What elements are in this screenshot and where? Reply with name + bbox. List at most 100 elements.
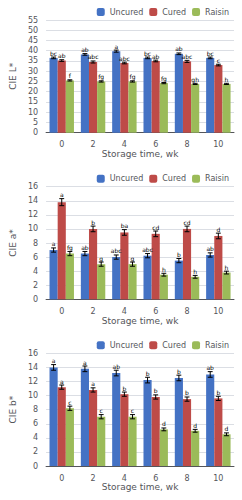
svg-text:ab: ab [81, 46, 89, 53]
svg-text:4: 4 [33, 267, 38, 276]
svg-text:Raisin: Raisin [205, 174, 229, 183]
svg-text:4: 4 [122, 140, 127, 149]
svg-text:4: 4 [122, 307, 127, 316]
svg-text:6: 6 [153, 140, 158, 149]
svg-text:CIE b*: CIE b* [8, 395, 18, 423]
svg-text:0: 0 [59, 307, 64, 316]
svg-text:b: b [122, 385, 126, 392]
svg-text:30: 30 [28, 67, 38, 76]
svg-text:Raisin: Raisin [205, 341, 229, 350]
svg-text:fg: fg [67, 244, 73, 252]
svg-text:b: b [91, 219, 95, 226]
svg-text:Storage time, wk: Storage time, wk [102, 316, 179, 326]
svg-text:45: 45 [28, 36, 38, 45]
svg-text:a: a [114, 43, 118, 50]
svg-text:a: a [83, 359, 87, 366]
svg-text:10: 10 [28, 391, 38, 400]
svg-text:Cured: Cured [162, 174, 186, 183]
svg-text:8: 8 [33, 405, 38, 414]
svg-text:4: 4 [122, 474, 127, 483]
svg-text:g: g [99, 255, 103, 263]
svg-text:10: 10 [213, 307, 223, 316]
svg-text:CIE a*: CIE a* [8, 229, 18, 257]
svg-text:5: 5 [33, 118, 38, 127]
svg-text:12: 12 [28, 377, 38, 386]
svg-text:2: 2 [33, 281, 38, 290]
svg-text:CIE L*: CIE L* [8, 62, 18, 90]
svg-text:40: 40 [28, 46, 38, 55]
svg-text:10: 10 [28, 108, 38, 117]
svg-text:8: 8 [184, 474, 189, 483]
svg-text:8: 8 [33, 239, 38, 248]
svg-text:c: c [68, 399, 71, 406]
svg-text:20: 20 [28, 87, 38, 96]
svg-text:16: 16 [28, 349, 38, 358]
svg-text:50: 50 [28, 26, 38, 35]
svg-text:d: d [216, 226, 220, 233]
svg-text:55: 55 [28, 16, 38, 25]
svg-text:h: h [225, 76, 229, 83]
svg-text:35: 35 [28, 56, 38, 65]
svg-text:h: h [193, 268, 197, 275]
svg-text:Raisin: Raisin [205, 8, 229, 17]
svg-text:2: 2 [91, 307, 96, 316]
svg-text:0: 0 [59, 140, 64, 149]
svg-text:Storage time, wk: Storage time, wk [102, 482, 179, 492]
svg-text:6: 6 [33, 419, 38, 428]
svg-text:fg: fg [98, 73, 104, 81]
svg-text:8: 8 [184, 307, 189, 316]
svg-text:a: a [60, 191, 64, 198]
svg-text:ab: ab [152, 53, 160, 60]
svg-text:f: f [69, 72, 72, 79]
svg-text:b: b [146, 370, 150, 377]
svg-text:ab: ab [112, 363, 120, 370]
svg-text:fg: fg [130, 73, 136, 81]
svg-text:cd: cd [152, 224, 159, 231]
svg-text:c: c [100, 407, 103, 414]
svg-text:ab: ab [175, 45, 183, 52]
svg-text:15: 15 [28, 97, 38, 106]
svg-text:h: h [225, 264, 229, 271]
svg-text:8: 8 [184, 140, 189, 149]
svg-text:d: d [162, 420, 166, 427]
svg-text:Storage time, wk: Storage time, wk [102, 149, 179, 159]
svg-text:16: 16 [28, 182, 38, 191]
svg-text:ab: ab [81, 244, 89, 251]
svg-text:10: 10 [213, 474, 223, 483]
svg-text:abc: abc [111, 247, 122, 254]
svg-text:2: 2 [91, 474, 96, 483]
svg-text:ba: ba [121, 222, 129, 229]
svg-text:10: 10 [28, 224, 38, 233]
svg-text:d: d [225, 425, 229, 432]
svg-text:gh: gh [191, 76, 199, 84]
svg-text:b: b [185, 389, 189, 396]
svg-text:c: c [217, 57, 220, 64]
svg-text:ab: ab [206, 364, 214, 371]
svg-text:h: h [162, 266, 166, 273]
svg-text:Uncured: Uncured [110, 341, 144, 350]
svg-text:d: d [193, 422, 197, 429]
svg-text:abc: abc [88, 53, 99, 60]
svg-text:12: 12 [28, 210, 38, 219]
svg-text:a: a [52, 357, 56, 364]
svg-text:c: c [131, 407, 134, 414]
svg-text:10: 10 [213, 140, 223, 149]
svg-text:2: 2 [91, 140, 96, 149]
svg-text:b: b [216, 389, 220, 396]
svg-text:Uncured: Uncured [110, 8, 144, 17]
svg-text:bc: bc [207, 50, 214, 57]
svg-text:6: 6 [33, 253, 38, 262]
svg-text:abc: abc [119, 55, 130, 62]
svg-text:b: b [154, 387, 158, 394]
svg-text:Cured: Cured [162, 8, 186, 17]
svg-text:Cured: Cured [162, 341, 186, 350]
svg-text:0: 0 [33, 462, 38, 471]
svg-text:6: 6 [153, 307, 158, 316]
svg-text:2: 2 [33, 447, 38, 456]
svg-text:g: g [131, 255, 135, 263]
svg-text:a: a [52, 240, 56, 247]
svg-text:a: a [91, 380, 95, 387]
svg-text:bc: bc [50, 50, 57, 57]
svg-text:25: 25 [28, 77, 38, 86]
svg-text:cd: cd [183, 219, 190, 226]
